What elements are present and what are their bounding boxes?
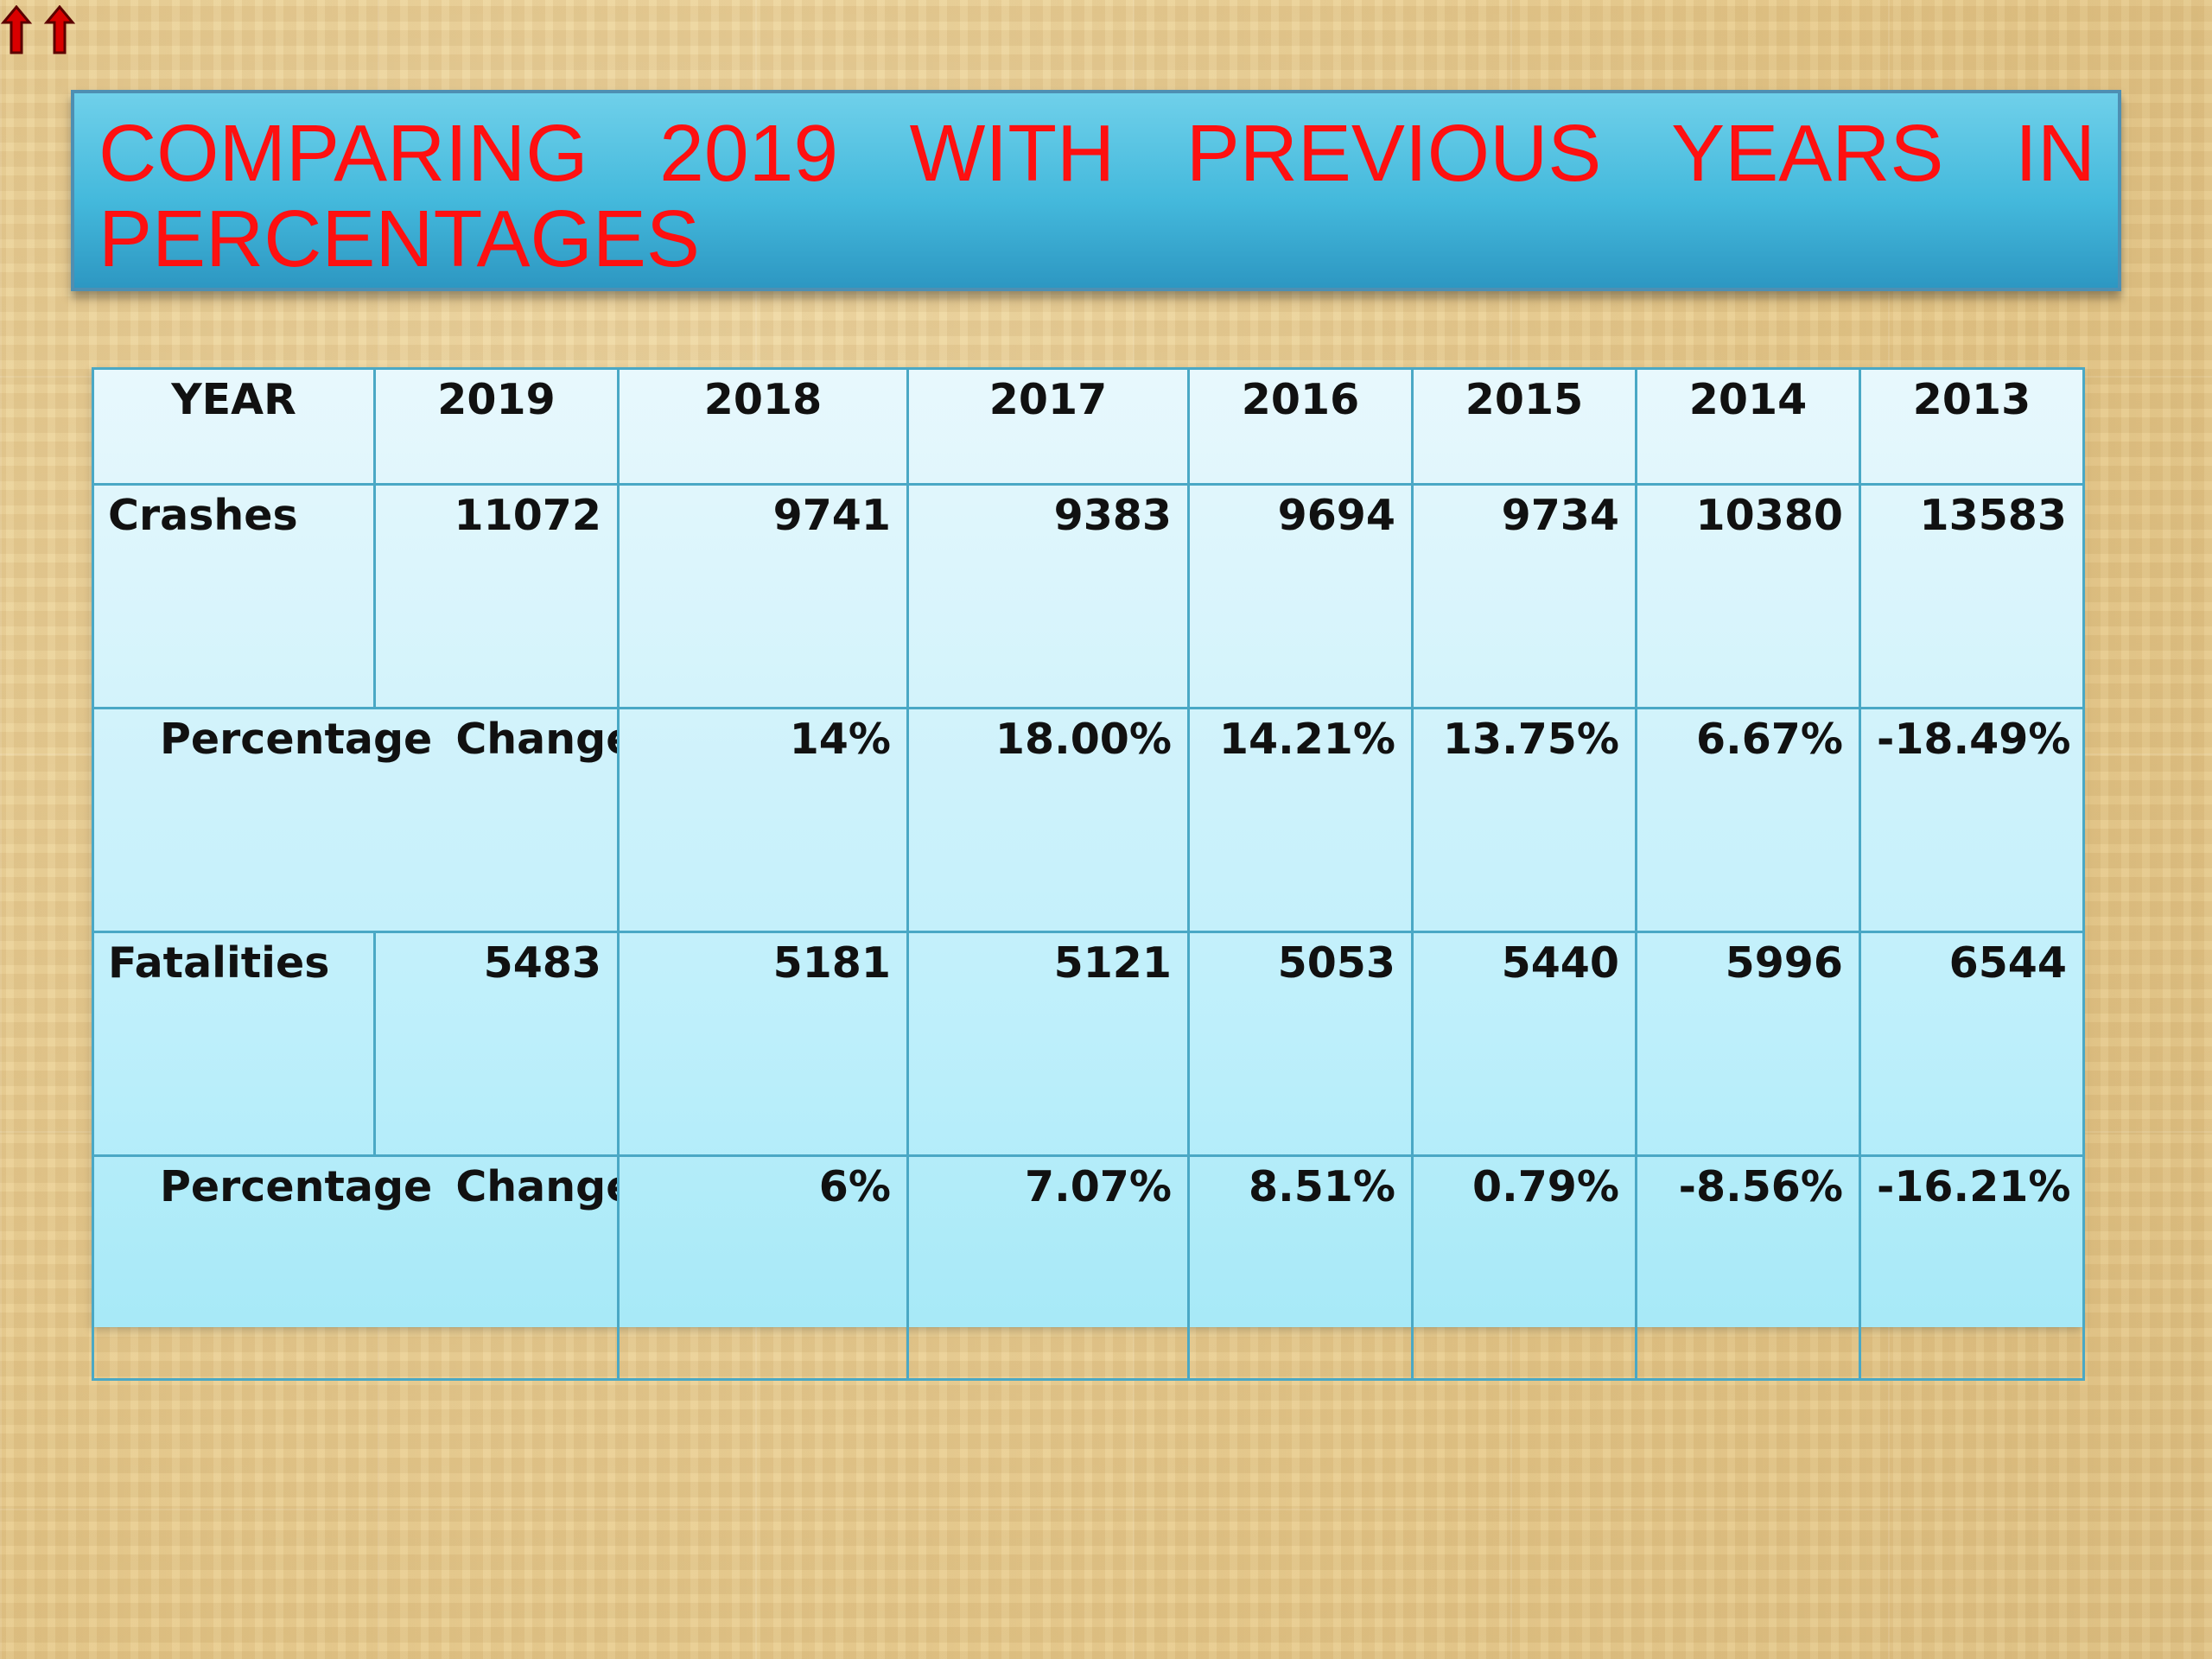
year-header-2013: 2013 — [1859, 367, 2085, 486]
year-header-2016: 2016 — [1187, 367, 1414, 486]
red-up-arrow-icon[interactable] — [0, 5, 33, 55]
crash-change-2015-cell: 13.75% — [1411, 707, 1637, 933]
crashes-2018-cell: 9741 — [617, 483, 909, 709]
year-header-2019: 2019 — [373, 367, 620, 486]
table-row-fatalities: Fatalities 5483 5181 5121 5053 5440 5996… — [92, 931, 2085, 1157]
table-row-crashes: Crashes 11072 9741 9383 9694 9734 10380 … — [92, 483, 2085, 709]
crash-change-2014-cell: 6.67% — [1635, 707, 1861, 933]
comparison-table-grid: YEAR 2019 2018 2017 2016 2015 2014 2013 … — [92, 367, 2085, 1381]
crashes-2019-cell: 11072 — [373, 483, 620, 709]
crash-change-2017-cell: 18.00% — [906, 707, 1190, 933]
red-up-arrow-icon[interactable] — [43, 5, 76, 55]
crashes-2014-cell: 10380 — [1635, 483, 1861, 709]
slide-title-banner: COMPARING 2019 WITH PREVIOUS YEARS IN PE… — [71, 90, 2121, 291]
table-header-row: YEAR 2019 2018 2017 2016 2015 2014 2013 — [92, 367, 2085, 486]
crash-change-2016-cell: 14.21% — [1187, 707, 1414, 933]
crashes-2016-cell: 9694 — [1187, 483, 1414, 709]
fatality-change-2016-cell: 8.51% — [1187, 1154, 1414, 1381]
table-row-fatality-percentage-change: Percentage Change 6% 7.07% 8.51% 0.79% -… — [92, 1154, 2085, 1381]
top-navigation-icons — [0, 0, 95, 60]
fatalities-2014-cell: 5996 — [1635, 931, 1861, 1157]
year-header-label: YEAR — [92, 367, 376, 486]
table-row-crash-percentage-change: Percentage Change 14% 18.00% 14.21% 13.7… — [92, 707, 2085, 933]
year-header-2018: 2018 — [617, 367, 909, 486]
row-label-fatalities: Fatalities — [92, 931, 376, 1157]
comparison-table: YEAR 2019 2018 2017 2016 2015 2014 2013 … — [92, 367, 2085, 1381]
row-label-crash-percentage-change: Percentage Change — [92, 707, 620, 933]
crash-change-2018-cell: 14% — [617, 707, 909, 933]
fatality-change-2018-cell: 6% — [617, 1154, 909, 1381]
fatalities-2018-cell: 5181 — [617, 931, 909, 1157]
fatalities-2016-cell: 5053 — [1187, 931, 1414, 1157]
fatalities-2015-cell: 5440 — [1411, 931, 1637, 1157]
row-label-crashes: Crashes — [92, 483, 376, 709]
fatalities-2013-cell: 6544 — [1859, 931, 2085, 1157]
crashes-2017-cell: 9383 — [906, 483, 1190, 709]
fatalities-2019-cell: 5483 — [373, 931, 620, 1157]
year-header-2015: 2015 — [1411, 367, 1637, 486]
crashes-2015-cell: 9734 — [1411, 483, 1637, 709]
row-label-fatality-percentage-change: Percentage Change — [92, 1154, 620, 1381]
fatality-change-2015-cell: 0.79% — [1411, 1154, 1637, 1381]
crashes-2013-cell: 13583 — [1859, 483, 2085, 709]
fatality-change-2017-cell: 7.07% — [906, 1154, 1190, 1381]
crash-change-2013-cell: -18.49% — [1859, 707, 2085, 933]
slide-title: COMPARING 2019 WITH PREVIOUS YEARS IN PE… — [99, 108, 2095, 283]
fatalities-2017-cell: 5121 — [906, 931, 1190, 1157]
year-header-2017: 2017 — [906, 367, 1190, 486]
year-header-2014: 2014 — [1635, 367, 1861, 486]
fatality-change-2013-cell: -16.21% — [1859, 1154, 2085, 1381]
fatality-change-2014-cell: -8.56% — [1635, 1154, 1861, 1381]
